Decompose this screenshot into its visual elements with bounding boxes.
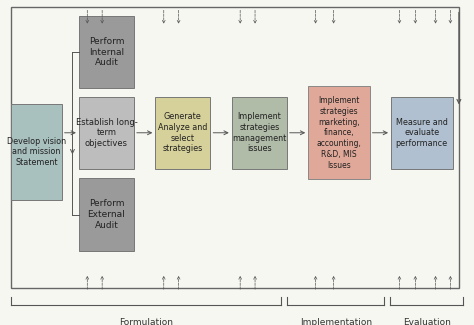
FancyBboxPatch shape: [79, 16, 134, 88]
Text: Perform
Internal
Audit: Perform Internal Audit: [89, 37, 124, 67]
Text: Generate
Analyze and
select
strategies: Generate Analyze and select strategies: [158, 112, 208, 153]
Text: Implement
strategies
management
issues: Implement strategies management issues: [232, 112, 286, 153]
Text: Perform
External
Audit: Perform External Audit: [88, 199, 125, 230]
Text: Formulation: Formulation: [118, 318, 173, 325]
Bar: [11, 7, 459, 288]
Text: Develop vision
and mission
Statement: Develop vision and mission Statement: [7, 136, 66, 167]
FancyBboxPatch shape: [79, 97, 134, 169]
FancyBboxPatch shape: [155, 97, 210, 169]
Text: Implement
strategies
marketing,
finance,
accounting,
R&D, MIS
Issues: Implement strategies marketing, finance,…: [317, 96, 361, 170]
Text: Measure and
evaluate
performance: Measure and evaluate performance: [396, 118, 448, 148]
Text: Evaluation: Evaluation: [403, 318, 451, 325]
FancyBboxPatch shape: [11, 104, 62, 200]
FancyBboxPatch shape: [391, 97, 453, 169]
FancyBboxPatch shape: [79, 178, 134, 251]
FancyBboxPatch shape: [232, 97, 287, 169]
FancyBboxPatch shape: [308, 86, 370, 179]
Text: Establish long-
term
objectives: Establish long- term objectives: [75, 118, 137, 148]
Text: Implementation: Implementation: [300, 318, 372, 325]
